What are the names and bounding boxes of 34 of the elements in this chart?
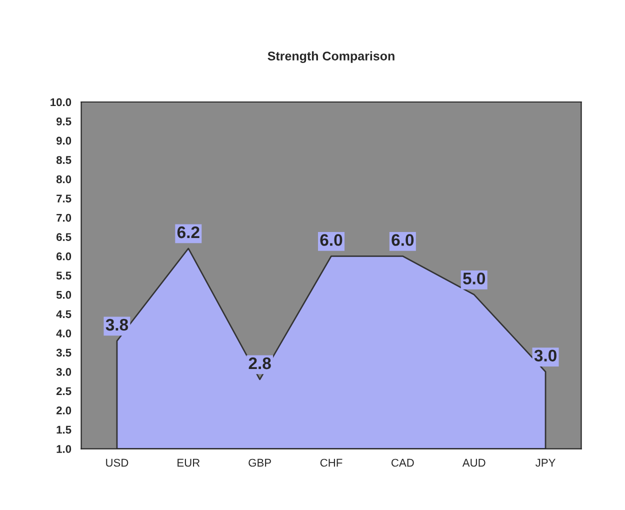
x-tick-label: JPY: [536, 458, 556, 467]
y-tick-label: 9.0: [56, 136, 72, 145]
y-tick-label: 5.5: [56, 272, 72, 280]
y-tick-label: 3.5: [56, 348, 72, 357]
data-label: 5.0: [463, 272, 486, 284]
data-label: 2.8: [248, 357, 271, 370]
y-tick-label: 7.5: [56, 194, 72, 202]
data-label: 6.2: [177, 226, 200, 238]
x-tick-label: EUR: [178, 458, 200, 467]
y-tick-label: 8.5: [56, 156, 72, 164]
chart-title: Strength Comparison: [268, 51, 394, 63]
y-tick-label: 1.0: [56, 445, 72, 453]
x-tick-label: USD: [106, 458, 128, 467]
y-tick-label: 5.0: [56, 290, 72, 299]
y-tick-label: 8.0: [56, 175, 72, 184]
y-tick-label: 6.0: [56, 252, 72, 260]
data-label: 3.0: [534, 350, 556, 362]
y-tick-label: 2.0: [56, 406, 72, 414]
data-label: 6.0: [392, 234, 414, 246]
y-tick-label: 4.5: [56, 310, 72, 318]
y-tick-label: 6.5: [56, 233, 72, 241]
y-tick-label: 1.5: [56, 426, 72, 434]
y-tick-label: 4.0: [56, 329, 72, 338]
y-tick-label: 2.5: [56, 387, 72, 396]
y-tick-label: 10.0: [50, 98, 72, 106]
x-tick-label: CHF: [320, 458, 342, 467]
data-label: 6.0: [320, 234, 342, 246]
y-tick-label: 3.0: [56, 368, 72, 376]
x-tick-label: CAD: [392, 458, 414, 467]
y-tick-label: 7.0: [56, 214, 72, 222]
x-tick-label: GBP: [248, 458, 271, 467]
y-tick-label: 9.5: [56, 118, 72, 126]
data-label: 3.8: [106, 318, 128, 331]
x-tick-label: AUD: [462, 458, 486, 467]
